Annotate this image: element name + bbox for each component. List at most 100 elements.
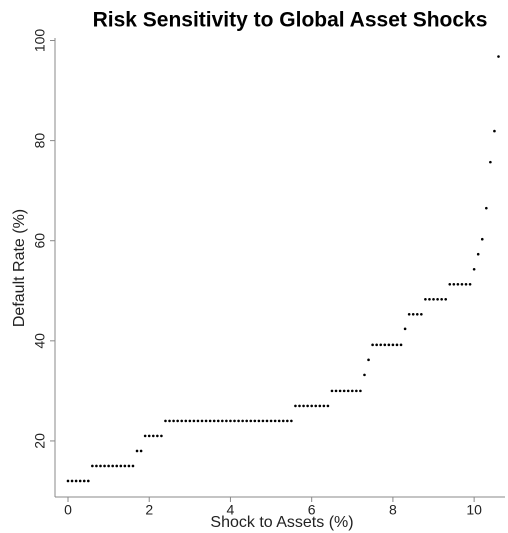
point — [123, 464, 127, 468]
point — [257, 419, 261, 423]
point — [139, 449, 143, 453]
point — [99, 464, 102, 468]
point — [440, 297, 443, 301]
x-tick-label: 8 — [389, 502, 397, 518]
point — [371, 343, 374, 347]
point — [111, 464, 114, 468]
point — [415, 313, 419, 316]
point — [318, 404, 322, 408]
point — [420, 313, 423, 316]
point — [383, 343, 387, 347]
point — [359, 389, 362, 393]
point — [196, 419, 200, 423]
y-tick-label: 80 — [32, 133, 48, 149]
point — [180, 419, 184, 423]
x-tick-label: 10 — [466, 502, 482, 518]
point — [290, 419, 293, 423]
point — [78, 479, 82, 483]
point — [269, 419, 273, 423]
point — [192, 419, 196, 423]
point — [342, 389, 346, 393]
point — [273, 419, 277, 423]
point — [74, 479, 78, 483]
point — [363, 373, 366, 377]
point — [444, 297, 448, 301]
point — [107, 464, 110, 468]
point — [70, 479, 74, 483]
point — [497, 55, 500, 58]
point — [448, 282, 452, 286]
point — [464, 282, 468, 286]
point — [436, 297, 439, 301]
point — [95, 464, 98, 468]
y-tick-label: 100 — [32, 29, 48, 53]
point — [338, 389, 342, 393]
point — [460, 282, 464, 286]
point — [245, 419, 248, 423]
point — [172, 419, 175, 423]
point — [346, 389, 350, 393]
point — [489, 160, 492, 164]
y-tick-label: 20 — [32, 433, 48, 449]
x-tick-label: 4 — [227, 502, 235, 518]
point — [249, 419, 253, 423]
y-tick-label: 60 — [32, 233, 48, 249]
point — [156, 434, 159, 438]
point — [82, 479, 86, 483]
point — [480, 237, 484, 241]
point — [261, 419, 265, 423]
point — [330, 389, 334, 393]
point — [472, 267, 476, 271]
point — [391, 343, 395, 347]
point — [87, 479, 90, 483]
point — [66, 479, 70, 483]
point — [334, 389, 338, 393]
point — [204, 419, 208, 423]
point — [265, 419, 269, 423]
point — [119, 464, 123, 468]
point — [115, 464, 119, 468]
point — [375, 343, 378, 347]
point — [216, 419, 220, 423]
x-axis-label: Shock to Assets (%) — [210, 514, 353, 531]
point — [135, 449, 139, 453]
point — [286, 419, 289, 423]
point — [310, 404, 313, 408]
point — [452, 282, 456, 286]
point — [164, 419, 167, 423]
point — [350, 389, 354, 393]
point — [403, 327, 407, 331]
point — [314, 404, 318, 408]
point — [160, 434, 163, 438]
x-tick-label: 6 — [308, 502, 316, 518]
point — [151, 434, 155, 438]
y-axis-label: Default Rate (%) — [11, 209, 28, 327]
point — [176, 419, 179, 423]
point — [367, 358, 370, 362]
point — [208, 419, 212, 423]
point — [221, 419, 224, 423]
point — [131, 464, 135, 468]
y-tick-label: 40 — [32, 333, 48, 349]
point — [302, 404, 305, 408]
point — [168, 419, 171, 423]
point — [212, 419, 216, 423]
point — [493, 129, 496, 133]
x-tick-label: 2 — [145, 502, 153, 518]
point — [432, 297, 435, 301]
point — [456, 282, 460, 286]
point — [237, 419, 240, 423]
point — [225, 419, 228, 423]
point — [395, 343, 399, 347]
point — [91, 464, 94, 468]
point — [233, 419, 236, 423]
point — [485, 206, 488, 210]
x-tick-label: 0 — [64, 502, 72, 518]
point — [184, 419, 188, 423]
point — [407, 313, 411, 316]
point — [428, 297, 431, 301]
point — [306, 404, 309, 408]
point — [411, 313, 415, 316]
point — [253, 419, 257, 423]
